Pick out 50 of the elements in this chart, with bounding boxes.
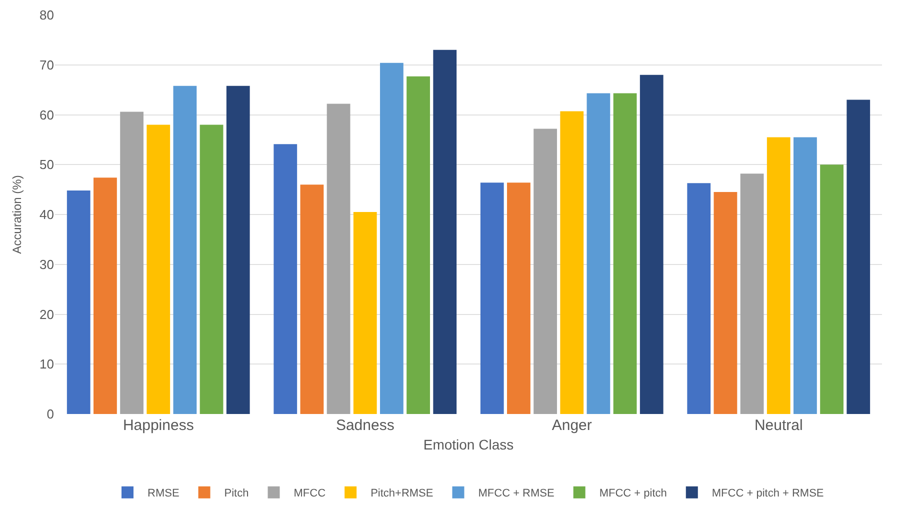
bar	[146, 124, 170, 414]
y-tick-label: 50	[40, 157, 54, 172]
bar	[66, 190, 90, 414]
legend-label: MFCC + pitch + RMSE	[712, 488, 824, 500]
legend-label: MFCC + RMSE	[478, 488, 554, 500]
bar	[794, 137, 817, 414]
bar	[326, 104, 350, 414]
bar	[820, 164, 844, 414]
bar	[406, 76, 430, 414]
bar	[433, 50, 457, 414]
bar	[846, 100, 870, 414]
y-tick-label: 80	[40, 8, 54, 23]
bar	[613, 93, 637, 414]
bar	[586, 93, 610, 414]
y-tick-label: 0	[46, 406, 54, 422]
legend-label: Pitch	[224, 488, 249, 500]
bar	[200, 124, 224, 414]
bar	[480, 182, 504, 414]
y-tick-label: 60	[40, 107, 54, 122]
y-tick-label: 40	[40, 207, 54, 222]
x-tick-label: Sadness	[336, 417, 394, 434]
y-tick-label: 30	[40, 256, 54, 272]
bar	[353, 212, 377, 414]
x-axis-title: Emotion Class	[423, 436, 514, 452]
x-tick-label: Neutral	[754, 417, 803, 434]
bar	[687, 183, 711, 414]
bar	[274, 144, 298, 414]
bar	[534, 128, 557, 414]
bar	[226, 86, 250, 414]
y-tick-label: 10	[40, 356, 54, 372]
bar	[640, 74, 664, 414]
legend-label: MFCC	[294, 488, 326, 500]
bar	[120, 112, 144, 414]
x-tick-label: Anger	[552, 417, 592, 434]
y-axis-title: Accuration (%)	[10, 175, 24, 254]
x-tick-label: Happiness	[122, 417, 194, 434]
bar	[173, 86, 197, 414]
legend-label: RMSE	[148, 488, 180, 500]
legend-label: Pitch+RMSE	[370, 488, 434, 500]
y-tick-label: 70	[40, 57, 54, 72]
y-tick-label: 20	[40, 306, 54, 322]
legend-label: MFCC + pitch	[599, 488, 667, 500]
bar	[507, 182, 530, 414]
bar	[300, 184, 324, 414]
bar	[740, 174, 764, 414]
bar	[94, 178, 117, 414]
bar	[766, 137, 790, 414]
bar	[560, 111, 584, 414]
bar	[380, 62, 404, 414]
bar	[714, 192, 738, 414]
